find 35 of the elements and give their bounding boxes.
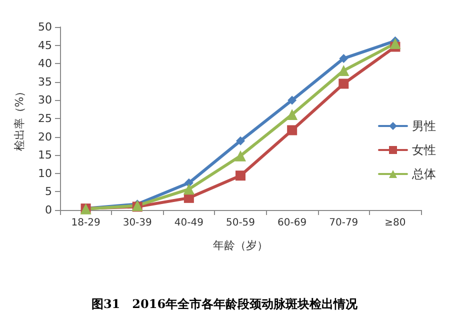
legend-label: 男性 — [412, 119, 436, 133]
point — [286, 108, 298, 120]
point — [338, 78, 349, 89]
point — [390, 38, 401, 49]
y-tick-label: 45 — [38, 38, 52, 52]
y-tick-label: 30 — [38, 94, 52, 107]
point — [288, 96, 297, 105]
y-tick-label: 40 — [38, 57, 52, 70]
x-tick-label: 18-29 — [71, 218, 100, 228]
point — [339, 54, 348, 63]
x-tick-label: 70-79 — [329, 218, 358, 228]
x-tick-label: 30-39 — [122, 218, 152, 228]
x-tick-label: 40-49 — [174, 218, 204, 228]
y-tick-label: 50 — [38, 20, 52, 34]
y-tick-label: 0 — [45, 204, 52, 216]
point — [287, 125, 298, 136]
legend-label: 总体 — [411, 167, 436, 181]
point — [236, 136, 245, 146]
point — [235, 150, 246, 162]
point — [183, 184, 194, 195]
y-tick-label: 35 — [38, 75, 52, 88]
point — [338, 65, 350, 76]
x-axis-title: 年龄（岁） — [213, 239, 268, 252]
legend-label: 女性 — [412, 143, 436, 157]
y-tick-label: 20 — [38, 130, 52, 144]
x-tick-label: 60-69 — [278, 218, 307, 228]
point — [236, 170, 246, 181]
x-tick-label: 50-59 — [226, 218, 256, 228]
y-tick-label: 10 — [38, 166, 52, 180]
x-tick-label: ≥80 — [384, 218, 406, 228]
y-tick-label: 5 — [45, 185, 52, 198]
text: 图31 2016年全市各年龄段颈动脉斑块检出情况 — [91, 297, 359, 311]
y-tick-label: 15 — [38, 148, 52, 162]
y-tick-label: 25 — [38, 112, 52, 125]
y-axis-title: 检出率（%） — [13, 86, 26, 152]
